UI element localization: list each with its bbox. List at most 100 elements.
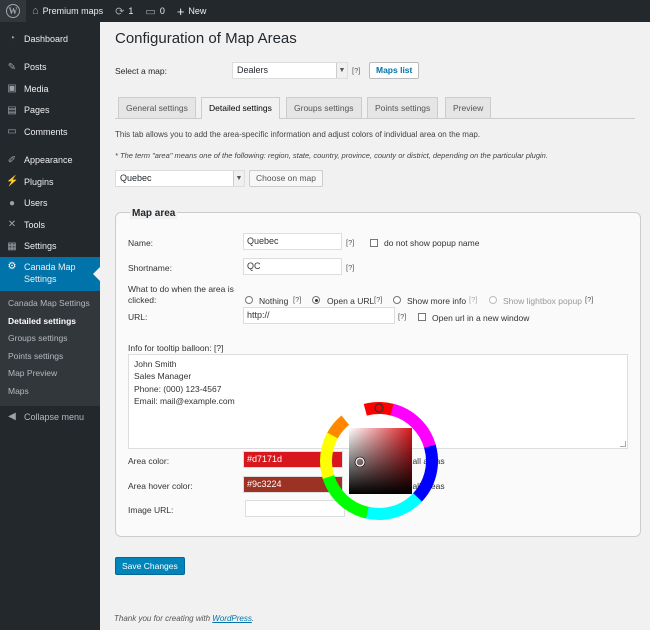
tooltip-label: Info for tooltip balloon: [?] [128, 343, 224, 353]
radio-nothing[interactable] [245, 296, 253, 304]
media-icon: ▣ [7, 83, 17, 95]
sidebar-item-comments[interactable]: ▭ Comments [0, 121, 100, 143]
url-help[interactable]: [?] [398, 312, 407, 321]
sidebar-item-posts[interactable]: ✎ Posts [0, 57, 100, 79]
click-action-label: What to do when the area is clicked: [128, 284, 234, 305]
hue-marker[interactable] [374, 403, 384, 413]
sidebar-item-label: Dashboard [24, 33, 69, 44]
submenu-points-settings[interactable]: Points settings [8, 350, 64, 361]
brush-icon: ✐ [7, 154, 17, 166]
collapse-icon: ◀ [8, 411, 16, 423]
hue-ring[interactable] [318, 400, 440, 522]
save-changes-button[interactable]: Save Changes [115, 557, 185, 575]
site-name-link[interactable]: ⌂ Premium maps [26, 0, 109, 22]
submenu-groups-settings[interactable]: Groups settings [8, 333, 68, 343]
sidebar-item-tools[interactable]: ✕ Tools [0, 214, 100, 236]
sidebar-item-appearance[interactable]: ✐ Appearance [0, 150, 100, 172]
sidebar-item-label: Media [24, 83, 49, 94]
tooltip-line: Phone: (000) 123-4567 [134, 383, 222, 394]
dashboard-icon: ◔ [8, 33, 16, 45]
no-popup-label: do not show popup name [384, 238, 480, 248]
sidebar-item-label: Canada Map Settings [24, 262, 76, 284]
map-select[interactable]: Dealers ▼ [232, 62, 348, 79]
sidebar-item-dashboard[interactable]: ◔ Dashboard [0, 28, 100, 50]
saturation-marker[interactable] [355, 457, 365, 467]
sidebar-item-plugins[interactable]: ⚡ Plugins [0, 171, 100, 193]
hover-color-input[interactable]: #9c3224 [243, 476, 343, 493]
radio-show-more-info[interactable] [393, 296, 401, 304]
saturation-square[interactable] [349, 428, 412, 494]
sidebar-item-users[interactable]: ● Users [0, 193, 100, 215]
select-map-label: Select a map: [115, 66, 167, 76]
sidebar-item-settings[interactable]: ▦ Settings [0, 236, 100, 258]
updates-link[interactable]: ⟳ 1 [109, 0, 139, 22]
updates-count: 1 [128, 6, 134, 16]
wp-logo-menu[interactable]: W [0, 0, 26, 22]
refresh-icon: ⟳ [115, 5, 125, 18]
submenu-canada-map-settings[interactable]: Canada Map Settings [8, 298, 90, 308]
area-color-label: Area color: [128, 456, 170, 466]
area-select-value: Quebec [120, 173, 152, 183]
radio-show-more-info-label: Show more info [407, 296, 467, 306]
pin-icon: ✎ [7, 61, 17, 73]
choose-on-map-button[interactable]: Choose on map [249, 170, 324, 187]
apply-all-area-color[interactable]: to all areas [403, 456, 445, 466]
comment-bubble-icon: ▭ [145, 5, 156, 18]
radio-nothing-label: Nothing [259, 296, 289, 306]
more-info-help[interactable]: [?] [469, 295, 478, 304]
settings-icon: ▦ [7, 240, 17, 252]
sidebar-item-canada-map-settings[interactable]: ⚙ Canada Map Settings [0, 257, 100, 291]
new-window-label: Open url in a new window [432, 313, 530, 323]
radio-open-url-label: Open a URL [327, 296, 375, 306]
submenu-map-preview[interactable]: Map Preview [8, 368, 58, 378]
plus-icon: + [176, 3, 185, 19]
sidebar-item-pages[interactable]: ▤ Pages [0, 100, 100, 122]
collapse-menu-label: Collapse menu [24, 411, 85, 422]
name-label: Name: [128, 238, 154, 248]
radio-open-url[interactable] [312, 296, 320, 304]
sidebar-item-label: Tools [24, 219, 46, 230]
lightbox-help[interactable]: [?] [585, 295, 594, 304]
wordpress-link[interactable]: WordPress [212, 614, 252, 623]
footer-text: Thank you for creating with WordPress. [114, 614, 254, 623]
admin-sidebar: ◔ Dashboard ✎ Posts ▣ Media ▤ Pages ▭ Co… [0, 22, 100, 630]
tab-preview[interactable]: Preview [445, 97, 492, 118]
sidebar-item-label: Plugins [24, 176, 54, 187]
user-icon: ● [8, 197, 16, 209]
submenu-detailed-settings[interactable]: Detailed settings [8, 315, 77, 326]
area-select[interactable]: Quebec ▼ [115, 170, 245, 187]
tooltip-line: Email: mail@example.com [134, 395, 235, 406]
sidebar-item-media[interactable]: ▣ Media [0, 78, 100, 100]
nothing-help[interactable]: [?] [293, 295, 302, 304]
shortname-label: Shortname: [128, 263, 172, 273]
new-content-link[interactable]: + New [171, 0, 213, 22]
shortname-input[interactable]: QC [243, 258, 342, 275]
admin-bar: W ⌂ Premium maps ⟳ 1 ▭ 0 + New [0, 0, 650, 22]
area-color-input[interactable]: #d7171d [243, 451, 343, 468]
map-help-link[interactable]: [?] [352, 66, 361, 75]
collapse-menu-button[interactable]: ◀ Collapse menu [0, 406, 100, 428]
no-popup-checkbox[interactable] [370, 239, 378, 247]
hover-color-label: Area hover color: [128, 481, 193, 491]
page-title: Configuration of Map Areas [115, 30, 297, 47]
comments-link[interactable]: ▭ 0 [139, 0, 170, 22]
tab-detailed-settings[interactable]: Detailed settings [201, 97, 280, 119]
tab-groups-settings[interactable]: Groups settings [286, 97, 362, 118]
open-url-help[interactable]: [?] [374, 295, 383, 304]
name-help[interactable]: [?] [346, 238, 355, 247]
color-picker[interactable] [318, 400, 440, 522]
radio-show-lightbox [489, 296, 497, 304]
submenu-maps[interactable]: Maps [8, 385, 29, 396]
resize-grip-icon[interactable] [620, 441, 626, 447]
saturation-marker-outline [354, 456, 366, 468]
gear-icon: ⚙ [7, 261, 17, 272]
tab-general-settings[interactable]: General settings [118, 97, 196, 118]
maps-list-button[interactable]: Maps list [369, 62, 420, 79]
shortname-help[interactable]: [?] [346, 263, 355, 272]
radio-show-lightbox-label: Show lightbox popup [503, 296, 582, 306]
new-window-checkbox[interactable] [418, 313, 426, 321]
url-input[interactable]: http:// [243, 307, 395, 324]
wrench-icon: ✕ [7, 219, 17, 231]
tab-points-settings[interactable]: Points settings [367, 97, 439, 118]
name-input[interactable]: Quebec [243, 233, 342, 250]
